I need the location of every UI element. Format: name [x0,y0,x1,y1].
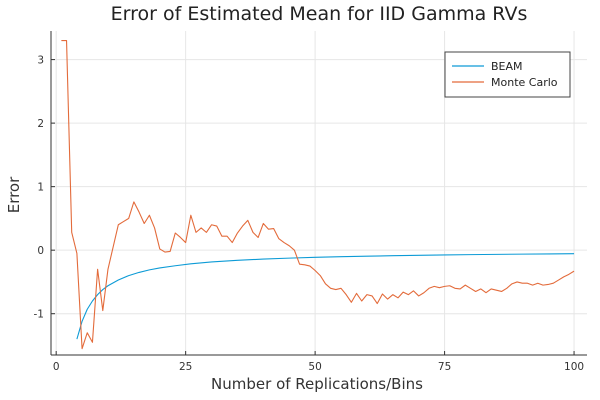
y-axis-label: Error [5,176,23,213]
x-tick-label: 50 [308,361,321,373]
series-lines [61,39,575,350]
x-tick-labels: 0 25 50 75 100 [53,361,584,373]
y-tick-label: 3 [37,55,44,67]
x-tick-label: 100 [564,361,584,373]
y-tick-labels: -1 0 1 2 3 [34,55,44,321]
x-tick-label: 0 [53,361,60,373]
x-tick-label: 75 [438,361,451,373]
y-tick-label: -1 [34,309,44,321]
y-tick-label: 1 [37,182,44,194]
x-axis-label: Number of Replications/Bins [211,375,423,393]
legend-label-monte-carlo: Monte Carlo [491,76,558,89]
series-line-beam [76,253,575,340]
axes [50,31,587,356]
chart-title: Error of Estimated Mean for IID Gamma RV… [111,3,528,25]
y-tick-label: 0 [37,245,44,257]
legend-box [444,51,571,98]
series-line-monte-carlo [61,39,575,350]
legend: BEAM Monte Carlo [444,51,571,98]
y-tick-label: 2 [37,118,44,130]
legend-label-beam: BEAM [491,60,523,73]
x-tick-label: 25 [179,361,192,373]
